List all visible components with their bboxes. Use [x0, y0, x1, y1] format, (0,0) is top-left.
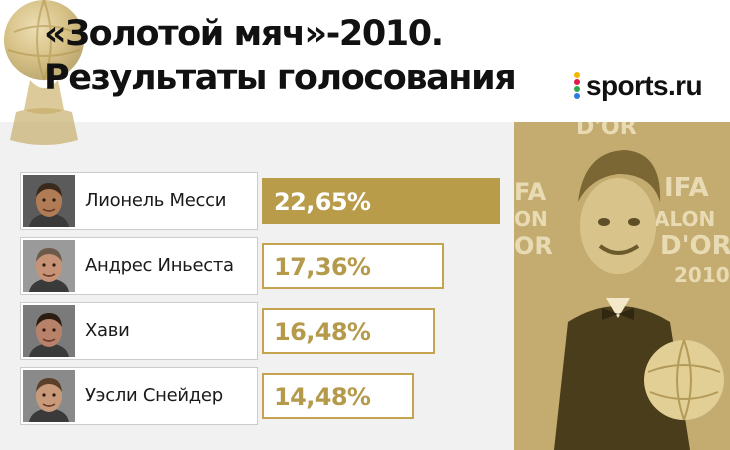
- player-avatar: [23, 240, 75, 292]
- svg-text:FA: FA: [514, 178, 547, 206]
- logo-dots-icon: [572, 72, 582, 100]
- category-label: Уэсли Снейдер: [85, 385, 223, 406]
- header-band: [0, 0, 730, 122]
- svg-text:D'OR: D'OR: [576, 122, 637, 140]
- category-label: Хави: [85, 320, 130, 341]
- golden-ball-trophy-icon: [4, 0, 84, 145]
- svg-text:ON: ON: [514, 207, 548, 231]
- logo-text: sports.ru: [586, 70, 703, 101]
- data-label: 22,65%: [274, 188, 371, 216]
- player-row: Лионель Месси: [20, 172, 258, 230]
- bar: 14,48%: [262, 373, 414, 419]
- sports-ru-logo: sports.ru: [572, 68, 703, 104]
- category-label: Андрес Иньеста: [85, 255, 234, 276]
- winner-photo: D'OR FA ON OR IFA ALON D'OR 2010: [514, 122, 730, 450]
- data-label: 17,36%: [274, 253, 371, 281]
- player-avatar: [23, 305, 75, 357]
- player-avatar: [23, 175, 75, 227]
- svg-text:2010: 2010: [674, 263, 730, 287]
- data-label: 14,48%: [274, 383, 371, 411]
- svg-text:IFA: IFA: [664, 173, 709, 203]
- category-label: Лионель Месси: [85, 190, 227, 211]
- bar: 22,65%: [262, 178, 500, 224]
- player-row: Андрес Иньеста: [20, 237, 258, 295]
- player-row: Хави: [20, 302, 258, 360]
- title-line-1: «Золотой мяч»-2010.: [44, 14, 444, 54]
- player-row: Уэсли Снейдер: [20, 367, 258, 425]
- player-avatar: [23, 370, 75, 422]
- svg-text:ALON: ALON: [654, 207, 715, 231]
- bar: 16,48%: [262, 308, 435, 354]
- svg-text:OR: OR: [514, 232, 553, 260]
- title-line-2: Результаты голосования: [44, 58, 517, 98]
- svg-text:D'OR: D'OR: [660, 231, 730, 261]
- data-label: 16,48%: [274, 318, 371, 346]
- page-title: «Золотой мяч»-2010. Результаты голосован…: [44, 12, 517, 100]
- bar: 17,36%: [262, 243, 444, 289]
